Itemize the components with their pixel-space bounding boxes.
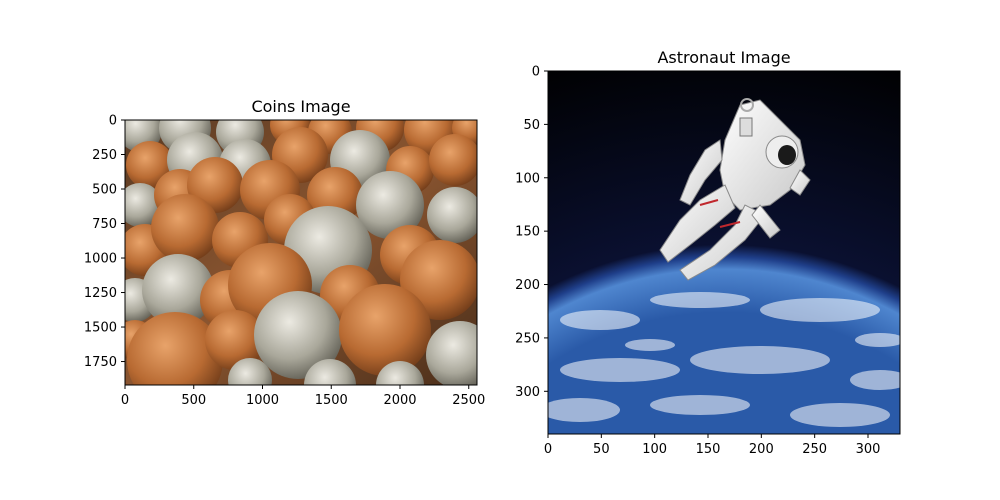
astronaut-x-tick-label: 50 — [593, 442, 610, 457]
coins-y-tick-label: 250 — [92, 148, 117, 163]
coins-y-tick-label: 0 — [109, 114, 117, 129]
coins-axes-frame — [124, 119, 478, 386]
astronaut-y-tick-label: 200 — [515, 278, 540, 293]
astronaut-x-tick-label: 150 — [696, 442, 721, 457]
astronaut-y-tick-label: 300 — [515, 385, 540, 400]
astronaut-y-tick-label: 250 — [515, 331, 540, 346]
coins-x-tick-label: 1000 — [246, 393, 279, 408]
astronaut-title: Astronaut Image — [657, 48, 790, 67]
coins-y-tick-label: 1250 — [84, 286, 117, 301]
astronaut-x-tick-label: 250 — [802, 442, 827, 457]
astronaut-x-tick-label: 300 — [856, 442, 881, 457]
coins-x-tick-label: 500 — [181, 393, 206, 408]
coins-x-tick-label: 2000 — [383, 393, 416, 408]
astronaut-panel: Astronaut Image 0 50 100 150 200 250 300 0 50 100… — [515, 48, 901, 457]
coins-x-tick-label: 1500 — [315, 393, 348, 408]
astronaut-figure — [659, 98, 811, 281]
coins-y-tick-label: 1750 — [84, 355, 117, 370]
astronaut-x-tick-label: 0 — [544, 442, 552, 457]
coins-x-tick-label: 2500 — [452, 393, 485, 408]
astronaut-y-tick-label: 50 — [523, 118, 540, 133]
coins-title: Coins Image — [251, 97, 350, 116]
coins-y-tick-label: 500 — [92, 183, 117, 198]
coins-y-tick-label: 750 — [92, 217, 117, 232]
astronaut-x-tick-label: 200 — [749, 442, 774, 457]
astronaut-y-tick-label: 100 — [515, 171, 540, 186]
coins-y-tick-label: 1000 — [84, 252, 117, 267]
coins-x-tick-label: 0 — [121, 393, 129, 408]
astronaut-axes-frame — [547, 70, 901, 435]
coins-y-tick-label: 1500 — [84, 321, 117, 336]
coins-panel: Coins Image 0 500 1000 1500 2000 2500 0 250 500 7… — [84, 97, 485, 408]
astronaut-image — [548, 71, 900, 434]
astronaut-y-tick-label: 0 — [532, 65, 540, 80]
astronaut-x-tick-label: 100 — [642, 442, 667, 457]
coins-image — [125, 120, 477, 385]
astronaut-y-tick-label: 150 — [515, 225, 540, 240]
